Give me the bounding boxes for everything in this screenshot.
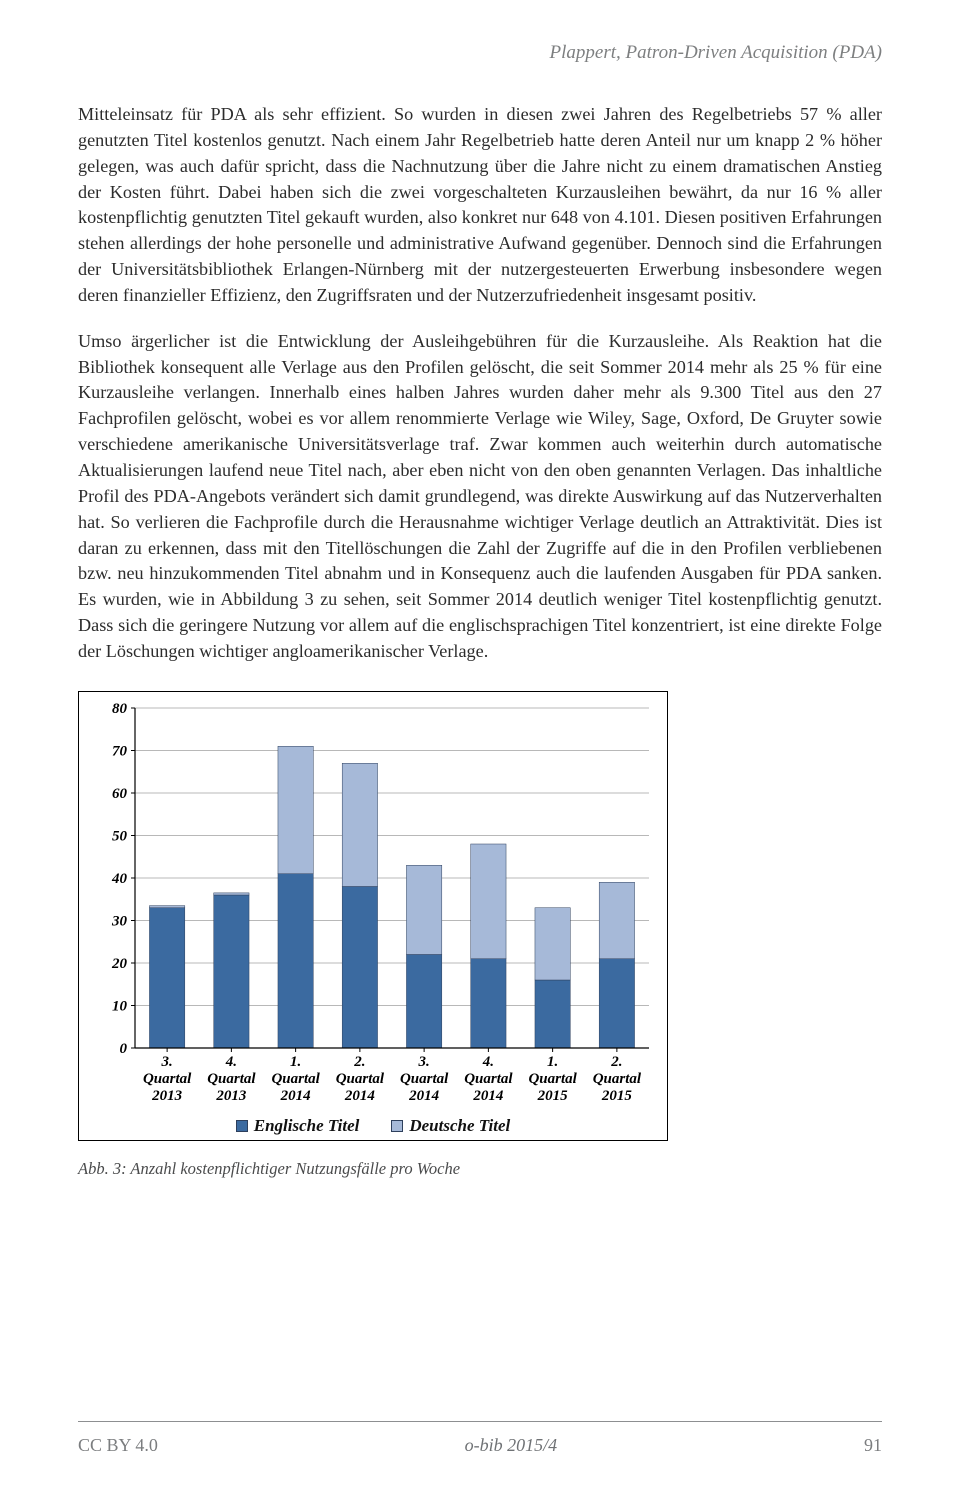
svg-text:2013: 2013: [151, 1088, 183, 1104]
svg-text:60: 60: [112, 786, 128, 802]
svg-text:70: 70: [112, 743, 128, 759]
svg-text:Quartal: Quartal: [143, 1071, 192, 1087]
svg-text:Quartal: Quartal: [336, 1071, 385, 1087]
legend-label-english: Englische Titel: [254, 1116, 360, 1136]
svg-text:2014: 2014: [408, 1088, 440, 1104]
svg-text:1.: 1.: [290, 1054, 301, 1070]
svg-text:2.: 2.: [610, 1054, 622, 1070]
svg-text:3.: 3.: [161, 1054, 173, 1070]
svg-text:Quartal: Quartal: [400, 1071, 449, 1087]
svg-text:2013: 2013: [215, 1088, 247, 1104]
svg-text:Quartal: Quartal: [207, 1071, 256, 1087]
page-footer: CC BY 4.0 o-bib 2015/4 91: [78, 1435, 882, 1456]
svg-text:Quartal: Quartal: [464, 1071, 513, 1087]
legend-swatch-english: [236, 1120, 248, 1132]
svg-text:4.: 4.: [482, 1054, 494, 1070]
svg-text:0: 0: [120, 1041, 128, 1057]
svg-text:Quartal: Quartal: [528, 1071, 577, 1087]
legend-item-german: Deutsche Titel: [391, 1116, 510, 1136]
svg-text:2.: 2.: [353, 1054, 365, 1070]
svg-text:20: 20: [111, 956, 128, 972]
footer-page-number: 91: [864, 1435, 882, 1456]
stacked-bar-chart: 010203040506070803.Quartal20134.Quartal2…: [87, 702, 659, 1112]
svg-text:2014: 2014: [280, 1088, 312, 1104]
chart-legend: Englische Titel Deutsche Titel: [87, 1116, 659, 1136]
chart-figure: 010203040506070803.Quartal20134.Quartal2…: [78, 691, 668, 1179]
svg-text:10: 10: [112, 998, 128, 1014]
paragraph-1: Mitteleinsatz für PDA als sehr effizient…: [78, 102, 882, 309]
footer-license: CC BY 4.0: [78, 1435, 158, 1456]
svg-text:30: 30: [111, 913, 128, 929]
chart-caption: Abb. 3: Anzahl kostenpflichtiger Nutzung…: [78, 1159, 668, 1179]
paragraph-2: Umso ärgerlicher ist die Entwicklung der…: [78, 329, 882, 665]
legend-label-german: Deutsche Titel: [409, 1116, 510, 1136]
svg-text:3.: 3.: [418, 1054, 430, 1070]
svg-text:80: 80: [112, 702, 128, 717]
svg-text:Quartal: Quartal: [271, 1071, 320, 1087]
legend-item-english: Englische Titel: [236, 1116, 360, 1136]
footer-journal: o-bib 2015/4: [465, 1435, 558, 1456]
chart-border: 010203040506070803.Quartal20134.Quartal2…: [78, 691, 668, 1141]
legend-swatch-german: [391, 1120, 403, 1132]
svg-text:2014: 2014: [344, 1088, 376, 1104]
footer-rule: [78, 1421, 882, 1422]
svg-text:50: 50: [112, 828, 128, 844]
svg-text:1.: 1.: [547, 1054, 558, 1070]
svg-text:2015: 2015: [601, 1088, 633, 1104]
svg-text:Quartal: Quartal: [593, 1071, 642, 1087]
svg-text:2014: 2014: [472, 1088, 504, 1104]
svg-text:2015: 2015: [537, 1088, 569, 1104]
running-head: Plappert, Patron-Driven Acquisition (PDA…: [78, 42, 882, 64]
svg-text:4.: 4.: [225, 1054, 237, 1070]
svg-text:40: 40: [111, 871, 128, 887]
